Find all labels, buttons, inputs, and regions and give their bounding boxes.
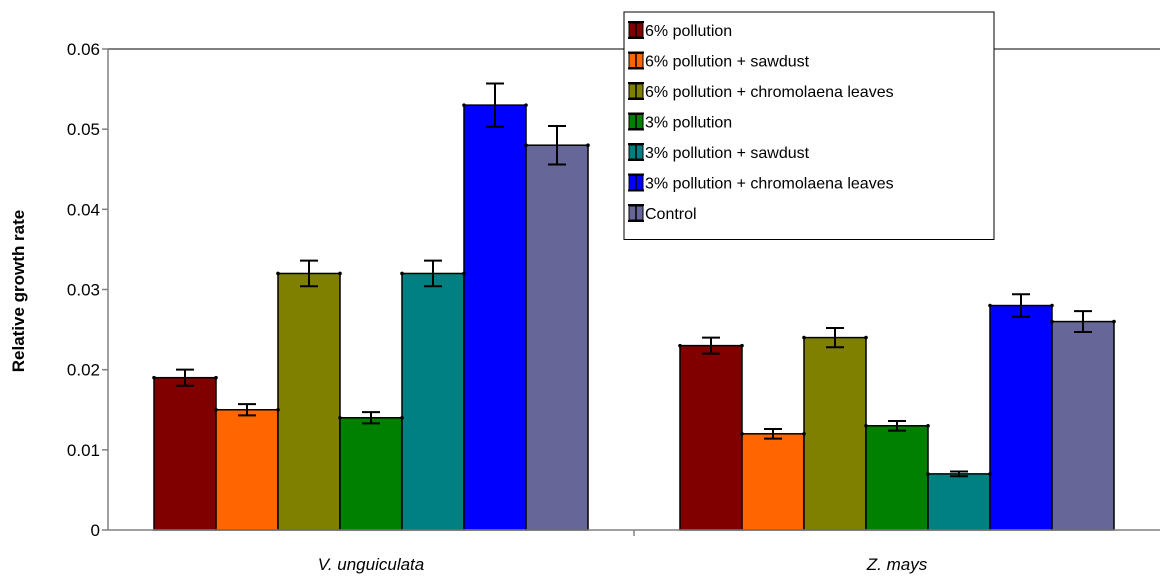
bar <box>463 104 527 531</box>
bars <box>153 104 1115 531</box>
bar-corner-marker <box>988 472 992 476</box>
bar-corner-marker <box>152 375 156 380</box>
bar-corner-marker <box>1112 319 1116 324</box>
bar-corner-marker <box>400 415 404 420</box>
bar-corner-marker <box>586 143 590 147</box>
bar <box>525 144 589 531</box>
bar-corner-marker <box>524 103 528 107</box>
bar-corner-marker <box>276 271 280 276</box>
legend-label: 3% pollution + chromolaena leaves <box>645 176 894 193</box>
y-tick-labels: 0 0.01 0.02 0.03 0.04 0.05 0.06 <box>67 40 100 540</box>
bar-corner-marker <box>802 335 806 340</box>
bar <box>153 376 217 531</box>
bar-corner-marker <box>864 423 868 428</box>
bar-corner-marker <box>462 103 466 107</box>
bar <box>741 433 805 531</box>
legend-label: 3% pollution <box>645 115 732 132</box>
bar-corner-marker <box>214 407 218 412</box>
bar <box>277 272 341 531</box>
y-tick-label: 0 <box>91 521 100 540</box>
bar-corner-marker <box>1050 303 1054 308</box>
axes <box>102 48 1160 536</box>
bar-corner-marker <box>1050 319 1054 324</box>
bar <box>339 417 403 531</box>
x-category-labels: V. unguiculata Z. mays <box>318 555 928 574</box>
bar-corner-marker <box>802 432 806 436</box>
bar <box>215 409 279 531</box>
bar <box>401 272 465 531</box>
bar-corner-marker <box>276 407 280 412</box>
y-axis-title: Relative growth rate <box>9 210 28 373</box>
bar <box>865 425 929 531</box>
bar-corner-marker <box>524 143 528 147</box>
bar-corner-marker <box>338 415 342 420</box>
error-bars <box>152 82 1116 478</box>
y-tick-label: 0.02 <box>67 361 100 380</box>
x-category-label: V. unguiculata <box>318 555 424 574</box>
bar <box>679 344 743 531</box>
legend-label: Control <box>645 206 697 223</box>
bar-corner-marker <box>926 423 930 428</box>
y-tick-label: 0.01 <box>67 441 100 460</box>
bar <box>803 336 867 531</box>
y-tick-label: 0.03 <box>67 281 100 300</box>
legend-label: 3% pollution + sawdust <box>645 145 810 162</box>
bar-corner-marker <box>864 335 868 340</box>
bar-corner-marker <box>678 343 682 348</box>
bar-corner-marker <box>400 271 404 276</box>
y-tick-label: 0.05 <box>67 120 100 139</box>
bar-corner-marker <box>740 432 744 436</box>
legend-label: 6% pollution + sawdust <box>645 54 810 71</box>
bar <box>989 304 1053 531</box>
bar-corner-marker <box>740 343 744 348</box>
bar-corner-marker <box>462 271 466 276</box>
y-tick-label: 0.06 <box>67 40 100 59</box>
legend: 6% pollution 6% pollution + sawdust 6% pol… <box>623 11 995 240</box>
bar-corner-marker <box>214 375 218 380</box>
bar-corner-marker <box>338 271 342 276</box>
bar <box>927 473 991 531</box>
bar-corner-marker <box>926 472 930 476</box>
bar <box>1051 320 1115 531</box>
legend-label: 6% pollution <box>645 23 732 40</box>
x-category-label: Z. mays <box>866 555 928 574</box>
y-tick-label: 0.04 <box>67 200 100 219</box>
bar-corner-marker <box>988 303 992 308</box>
legend-box <box>623 11 995 240</box>
legend-label: 6% pollution + chromolaena leaves <box>645 84 894 101</box>
